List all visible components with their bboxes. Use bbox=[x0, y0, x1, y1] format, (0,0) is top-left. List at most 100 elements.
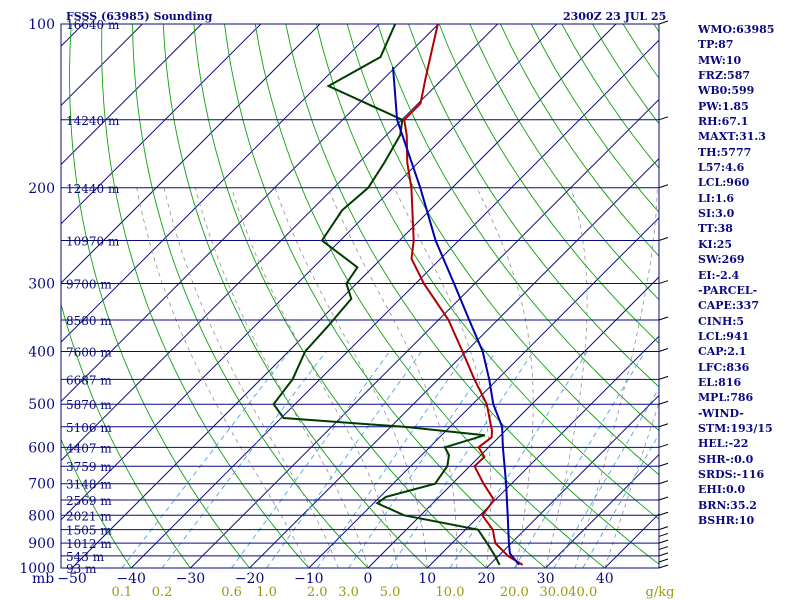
mixing-ratio-label: 1.0 bbox=[256, 585, 277, 600]
plot-frame bbox=[60, 23, 660, 569]
mixing-ratio-line bbox=[348, 351, 497, 568]
index-item: BSHR:10 bbox=[698, 514, 755, 527]
index-item: -WIND- bbox=[698, 406, 744, 420]
mixing-ratio-unit: g/kg bbox=[646, 585, 675, 600]
profile-curves bbox=[272, 24, 524, 566]
index-item: STM:193/15 bbox=[698, 421, 773, 435]
isotherm-line bbox=[486, 394, 659, 568]
moist-adiabat-line bbox=[136, 187, 310, 568]
index-item: -PARCEL- bbox=[698, 283, 758, 297]
isotherm-line bbox=[61, 24, 498, 462]
wind-barb bbox=[658, 546, 669, 551]
isotherm-line bbox=[61, 24, 558, 521]
index-item: CINH:5 bbox=[698, 314, 745, 328]
temperature-tick-label: −30 bbox=[176, 571, 206, 587]
index-item: SW:269 bbox=[698, 253, 745, 267]
temperature-tick-label: 30 bbox=[537, 571, 555, 587]
pressure-tick-label: 1000 bbox=[19, 561, 55, 577]
height-label: 4407 m bbox=[66, 441, 112, 455]
wind-barb bbox=[658, 184, 669, 189]
isotherm-line bbox=[545, 453, 659, 568]
indices-panel: WMO:63985 TP:87 MW:10 FRZ:587 WB0:599 PW:1.85… bbox=[698, 22, 798, 528]
mixing-ratio-label: 3.0 bbox=[338, 585, 359, 600]
index-item: RH:67.1 bbox=[698, 115, 749, 129]
index-item: LI:1.6 bbox=[698, 191, 735, 205]
index-item: TH:5777 bbox=[698, 145, 752, 159]
height-label: 6687 m bbox=[66, 373, 112, 387]
moist-adiabat-line bbox=[274, 187, 428, 568]
mixing-ratio-line bbox=[582, 433, 659, 568]
wind-barb bbox=[658, 496, 669, 501]
mixing-ratio-line bbox=[513, 351, 646, 568]
index-item: EL:816 bbox=[698, 375, 742, 389]
dry-adiabat-line bbox=[162, 24, 428, 568]
mixing-ratio-label: 0.2 bbox=[152, 585, 173, 600]
height-label: 7600 m bbox=[66, 346, 112, 360]
height-label: 14240 m bbox=[66, 114, 120, 128]
height-label: 5870 m bbox=[66, 398, 112, 412]
temperature-tick-label: −50 bbox=[57, 571, 87, 587]
wind-barb bbox=[658, 280, 669, 285]
mixing-ratio-label: 0.1 bbox=[112, 585, 133, 600]
isotherm-line bbox=[61, 24, 202, 166]
isotherm-line bbox=[61, 24, 380, 343]
isotherm-line bbox=[249, 157, 659, 568]
height-label: 5106 m bbox=[66, 421, 112, 435]
temperature-tick-label: −20 bbox=[235, 571, 265, 587]
isotherm-line bbox=[0, 24, 24, 568]
height-label: 543 m bbox=[66, 550, 105, 564]
background-grid bbox=[0, 24, 659, 568]
wind-barb bbox=[658, 443, 669, 448]
wind-barb bbox=[658, 480, 669, 485]
wind-barbs-column bbox=[658, 20, 669, 569]
wind-barb bbox=[658, 564, 669, 569]
moist-adiabat-line bbox=[163, 187, 339, 568]
wind-barb bbox=[658, 462, 669, 467]
pressure-tick-label: 400 bbox=[28, 345, 55, 361]
wind-barb bbox=[658, 532, 669, 537]
wind-barb bbox=[658, 20, 669, 25]
pressure-tick-label: 300 bbox=[28, 277, 55, 293]
index-item: BRN:35.2 bbox=[698, 498, 757, 512]
pressure-tick-label: 800 bbox=[28, 508, 55, 524]
dry-adiabat-line bbox=[254, 24, 606, 568]
index-item: MPL:786 bbox=[698, 391, 754, 405]
height-label: 2021 m bbox=[66, 509, 112, 523]
mixing-ratio-line bbox=[449, 351, 588, 568]
index-item: CAP:2.1 bbox=[698, 345, 747, 359]
mixing-ratio-label: 2.0 bbox=[307, 585, 328, 600]
moist-adiabat-line bbox=[545, 187, 588, 568]
moist-adiabat-line bbox=[194, 187, 369, 568]
pressure-tick-label: 500 bbox=[28, 397, 55, 413]
moist-adiabat-line bbox=[574, 187, 658, 568]
height-label: 3759 m bbox=[66, 460, 112, 474]
index-item: SRDS:-116 bbox=[698, 467, 765, 481]
isotherm-line bbox=[130, 39, 659, 568]
index-item: WB0:599 bbox=[698, 84, 755, 98]
mixing-ratio-line bbox=[231, 351, 390, 568]
temperature-tick-label: 40 bbox=[596, 571, 614, 587]
height-label: 3148 m bbox=[66, 478, 112, 492]
dry-adiabat-line bbox=[132, 24, 369, 568]
index-item: L57:4.6 bbox=[698, 161, 745, 175]
temperature-tick-label: 20 bbox=[477, 571, 495, 587]
index-item: LCL:941 bbox=[698, 329, 750, 343]
isotherm-line bbox=[61, 24, 321, 284]
isotherm-line bbox=[190, 98, 659, 568]
wind-barb bbox=[658, 558, 669, 563]
mixing-ratio-line bbox=[316, 351, 468, 568]
isotherm-line bbox=[71, 24, 617, 568]
wind-barb bbox=[658, 511, 669, 516]
mixing-ratio-label: 0.6 bbox=[221, 585, 242, 600]
index-item: EI:-2.4 bbox=[698, 268, 740, 282]
index-item: MAXT:31.3 bbox=[698, 130, 766, 144]
x-axis-label: mb bbox=[32, 571, 54, 587]
height-label: 2569 m bbox=[66, 494, 112, 508]
height-label: 8580 m bbox=[66, 314, 112, 328]
mixing-ratio-line bbox=[389, 351, 534, 568]
wind-barb bbox=[658, 400, 669, 405]
temperature-tick-label: 10 bbox=[418, 571, 436, 587]
wind-barb bbox=[658, 552, 669, 557]
pressure-tick-label: 200 bbox=[28, 181, 55, 197]
